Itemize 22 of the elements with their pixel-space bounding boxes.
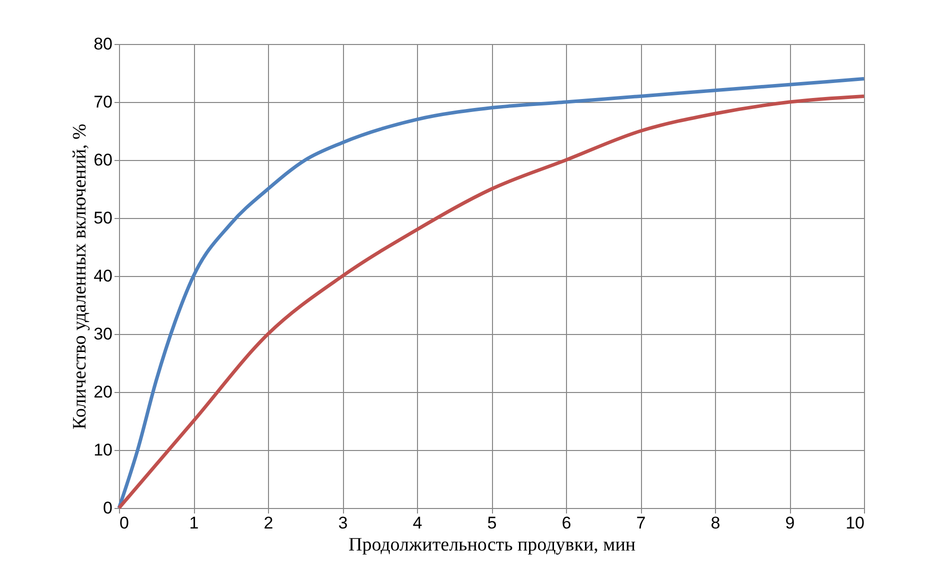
x-tick-label: 6 — [562, 514, 572, 532]
x-tick-label: 9 — [785, 514, 795, 532]
y-tick-label: 50 — [94, 208, 112, 228]
x-tick-label: 1 — [189, 514, 199, 532]
x-tick-label: 3 — [338, 514, 348, 532]
y-tick-label: 30 — [94, 324, 112, 344]
x-tick-label: 0 — [120, 514, 129, 532]
x-tick-label: 10 — [846, 514, 864, 532]
y-tick-label: 20 — [94, 382, 112, 402]
x-tick-label: 8 — [710, 514, 720, 532]
x-tick-label: 2 — [264, 514, 274, 532]
y-tick-label: 70 — [94, 92, 112, 112]
y-tick-label: 60 — [94, 150, 112, 170]
x-tick-label: 5 — [487, 514, 497, 532]
y-tick-label: 80 — [94, 34, 112, 54]
y-tick-label: 0 — [103, 498, 112, 518]
y-tick-label: 40 — [94, 266, 112, 286]
x-tick-label: 4 — [412, 514, 422, 532]
x-tick-label: 7 — [636, 514, 646, 532]
y-tick-label: 10 — [94, 440, 112, 460]
y-axis-title: Количество удаленных включений, % — [70, 123, 91, 430]
x-axis-title: Продолжительность продувки, мин — [348, 534, 636, 556]
